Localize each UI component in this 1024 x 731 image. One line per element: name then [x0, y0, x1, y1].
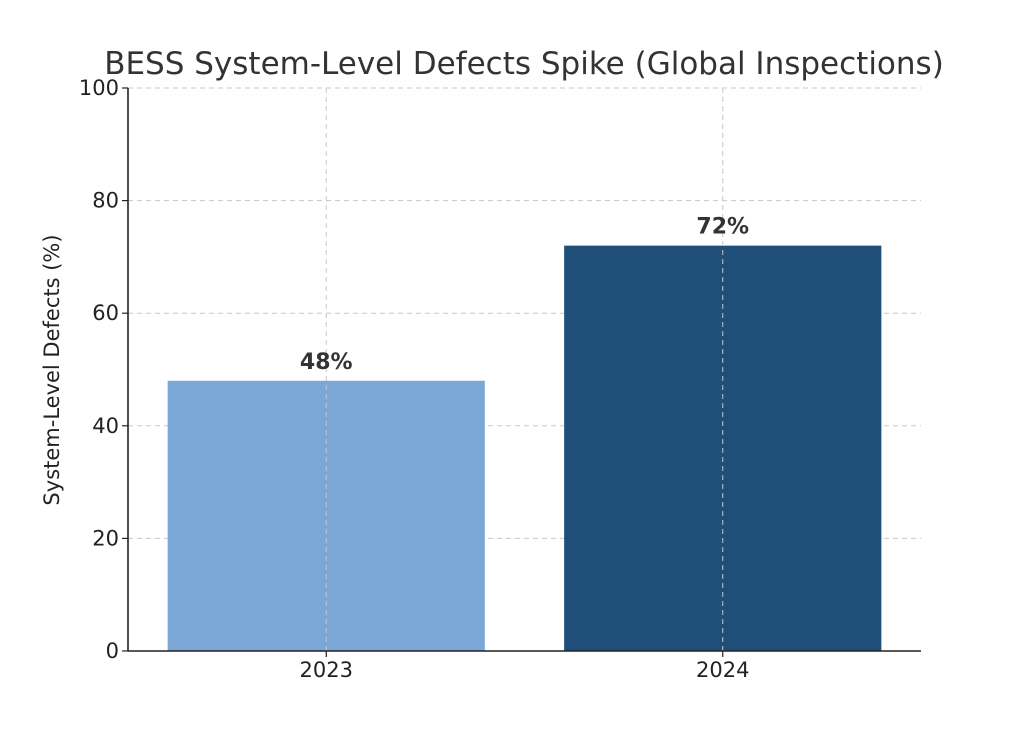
- chart-title: BESS System-Level Defects Spike (Global …: [104, 46, 944, 82]
- y-tick-label-40: 40: [92, 414, 119, 438]
- data-label-2023: 48%: [300, 350, 353, 375]
- y-tick-label-60: 60: [92, 301, 119, 325]
- y-tick-label-20: 20: [92, 526, 119, 550]
- axes: [122, 87, 921, 657]
- data-label-2024: 72%: [696, 215, 749, 240]
- x-tick-label-2024: 2024: [696, 658, 749, 682]
- y-tick-label-0: 0: [106, 639, 119, 663]
- bars: [167, 245, 882, 651]
- y-tick-label-80: 80: [92, 189, 119, 213]
- y-tick-label-100: 100: [79, 76, 119, 100]
- x-tick-label-2023: 2023: [300, 658, 353, 682]
- y-axis-label: System-Level Defects (%): [40, 234, 64, 505]
- labels: 0 20 40 60 80 100 2023 2024 48% 72%: [79, 76, 750, 682]
